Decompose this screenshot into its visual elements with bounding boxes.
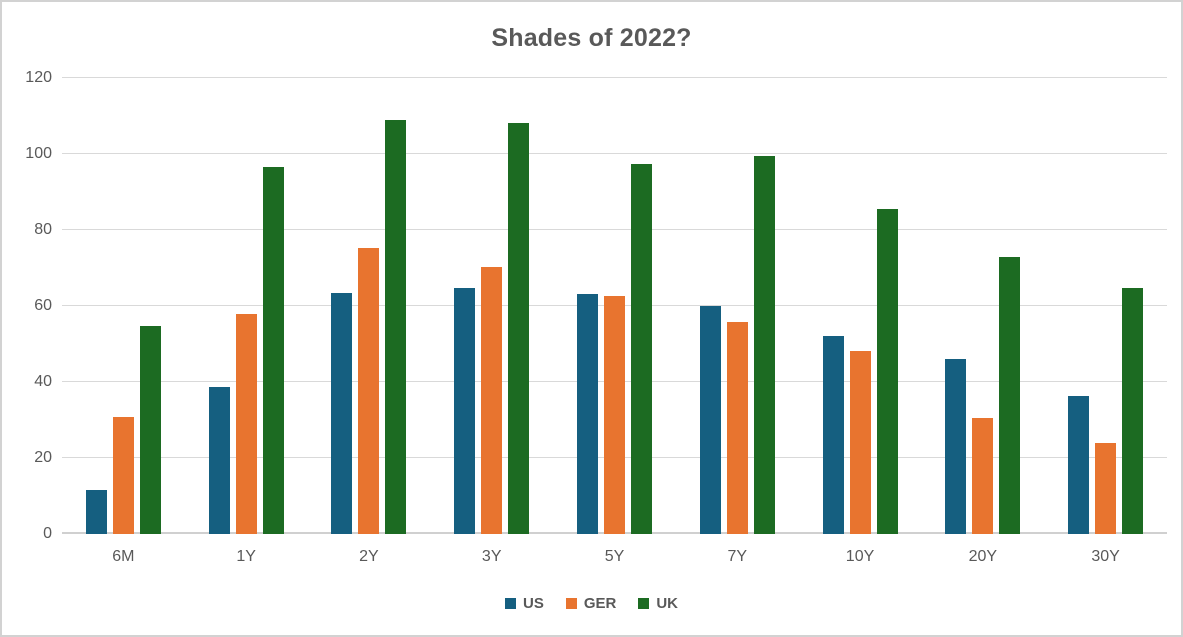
plot-area: 0 20 40 60 80 100 120 6M 1Y 2Y 3Y 5Y 7Y 10Y 20Y 30Y [25,70,1167,565]
y-tick-label-0: 0 [43,525,52,542]
bar-us-20Y [945,358,967,534]
x-tick-label-2Y: 2Y [359,548,379,565]
y-tick-label-80: 80 [34,221,52,238]
bar-ger-30Y [1095,443,1117,534]
bar-group-3Y [430,78,553,534]
legend-swatch-icon [504,598,516,609]
bar-group-30Y [1044,78,1167,534]
y-tick-label-20: 20 [34,449,52,466]
bar-ger-3Y [481,266,503,534]
bar-ger-7Y [726,321,748,534]
bar-uk-6M [139,325,161,534]
legend-label-ger: GER [583,595,617,612]
bar-uk-10Y [876,209,898,534]
bar-ger-2Y [358,247,380,534]
bar-uk-2Y [385,119,407,534]
y-tick-label-60: 60 [34,297,52,314]
bar-uk-7Y [753,155,775,534]
x-tick-label-3Y: 3Y [481,548,502,565]
bar-us-3Y [454,287,476,534]
bar-uk-20Y [999,256,1021,534]
gridline-100 [62,153,1167,154]
bar-ger-6M [112,416,134,534]
legend-label-us: US [522,595,544,612]
gridline-120 [62,77,1167,78]
bar-us-1Y [208,386,230,534]
bar-group-7Y [676,78,799,534]
x-tick-label-7Y: 7Y [727,548,748,565]
bar-group-1Y [185,78,308,534]
legend-swatch-icon [565,598,577,609]
legend-label-uk: UK [656,595,679,612]
legend-item-us: US [504,595,544,612]
x-tick-label-5Y: 5Y [604,548,625,565]
y-tick-label-100: 100 [25,145,52,162]
x-tick-label-30Y: 30Y [1091,548,1120,565]
bar-ger-1Y [235,313,257,534]
bar-us-2Y [331,292,353,534]
bar-uk-3Y [508,123,530,534]
legend-swatch-icon [638,598,650,609]
bar-us-10Y [822,335,844,534]
x-tick-label-20Y: 20Y [968,548,998,565]
bar-group-2Y [308,78,431,534]
bar-uk-5Y [630,163,652,534]
x-tick-label-10Y: 10Y [845,548,875,565]
bar-group-6M [62,78,185,534]
bar-uk-30Y [1122,287,1144,534]
bar-ger-10Y [849,350,871,534]
bar-us-5Y [576,293,598,534]
gridline-80 [62,229,1167,230]
bar-us-6M [85,490,107,534]
y-tick-label-120: 120 [25,69,52,86]
bar-uk-1Y [262,166,284,534]
bar-group-5Y [553,78,676,534]
legend-item-uk: UK [638,595,678,612]
bar-ger-5Y [603,296,625,534]
x-tick-label-1Y: 1Y [236,548,256,565]
legend-item-ger: GER [565,595,617,612]
bar-group-10Y [799,78,922,534]
y-tick-label-40: 40 [34,373,52,390]
chart-title: Shades of 2022? [491,24,692,52]
legend: US GER UK [2,595,1181,612]
bar-group-20Y [921,78,1044,534]
bar-ger-20Y [972,417,994,534]
x-tick-label-6M: 6M [112,548,135,565]
bar-us-7Y [699,306,721,534]
bar-us-30Y [1068,395,1090,534]
